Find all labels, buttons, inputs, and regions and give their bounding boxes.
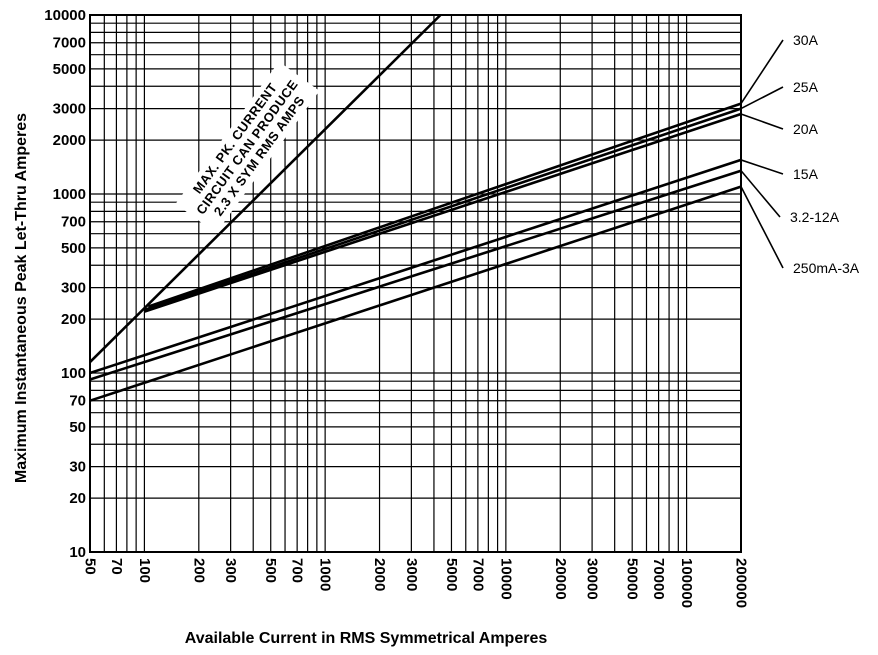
y-tick-label: 30 xyxy=(69,459,86,476)
x-tick-label: 10000 xyxy=(497,558,514,600)
x-tick-label: 70 xyxy=(108,558,125,575)
grid-lines xyxy=(89,14,742,553)
y-tick-label: 3000 xyxy=(53,101,86,118)
x-tick-label: 1000 xyxy=(317,558,334,591)
legend-leader-line xyxy=(740,113,784,130)
x-tick-label: 100 xyxy=(136,558,153,583)
x-tick-label: 500 xyxy=(262,558,279,583)
x-tick-label: 5000 xyxy=(443,558,460,591)
series-line-250ma-3a xyxy=(89,185,742,402)
series-line-20a xyxy=(143,112,742,313)
y-tick-label: 5000 xyxy=(53,61,86,78)
x-tick-label: 3000 xyxy=(403,558,420,591)
x-tick-label: 200000 xyxy=(733,558,750,608)
x-tick-label: 300 xyxy=(222,558,239,583)
y-tick-label: 300 xyxy=(61,280,86,297)
y-axis-title: Maximum Instantaneous Peak Let-Thru Ampe… xyxy=(13,113,30,483)
x-tick-label: 50000 xyxy=(624,558,641,600)
series-line-30a xyxy=(147,102,742,308)
y-tick-labels: 10 20 30 50 70 100 200 300 500 700 1000 2000 3000 500… xyxy=(44,7,86,561)
y-tick-label: 50 xyxy=(69,419,86,436)
x-tick-label: 7000 xyxy=(469,558,486,591)
series-line-15a xyxy=(89,158,742,375)
series-lines xyxy=(89,14,742,402)
x-tick-label: 100000 xyxy=(678,558,695,608)
legend: 30A 25A 20A 15A 3.2-12A 250mA-3A xyxy=(740,32,860,276)
x-tick-label: 2000 xyxy=(371,558,388,591)
x-axis-title: Available Current in RMS Symmetrical Amp… xyxy=(185,630,548,647)
y-tick-label: 100 xyxy=(61,365,86,382)
annotation-background xyxy=(175,61,320,234)
y-tick-label: 500 xyxy=(61,240,86,257)
y-tick-label: 200 xyxy=(61,311,86,328)
x-tick-label: 700 xyxy=(289,558,306,583)
legend-leader-line xyxy=(740,86,784,110)
x-tick-label: 200 xyxy=(190,558,207,583)
y-tick-label: 10000 xyxy=(44,7,86,24)
legend-label: 3.2-12A xyxy=(790,209,840,225)
y-tick-label: 2000 xyxy=(53,132,86,149)
legend-label: 15A xyxy=(793,166,819,182)
series-line-max-peak-current xyxy=(89,14,442,364)
y-tick-label: 20 xyxy=(69,490,86,507)
legend-label: 25A xyxy=(793,79,819,95)
y-tick-label: 1000 xyxy=(53,186,86,203)
legend-leader-line xyxy=(740,186,784,269)
legend-leader-line xyxy=(740,170,781,218)
legend-leader-line xyxy=(740,159,784,175)
x-tick-label: 20000 xyxy=(552,558,569,600)
y-tick-label: 70 xyxy=(69,393,86,410)
plot-frame xyxy=(89,14,742,553)
series-line-25a xyxy=(143,107,742,312)
y-tick-label: 10 xyxy=(69,544,86,561)
x-tick-label: 50 xyxy=(82,558,99,575)
x-tick-labels: 50 70 100 200 300 500 700 1000 2000 3000 5000 7000 1… xyxy=(82,558,750,608)
x-tick-label: 30000 xyxy=(584,558,601,600)
x-tick-label: 70000 xyxy=(650,558,667,600)
legend-leader-line xyxy=(740,39,784,105)
series-line-3-2-12a xyxy=(89,169,742,381)
legend-label: 250mA-3A xyxy=(793,260,860,276)
legend-label: 20A xyxy=(793,121,819,137)
y-tick-label: 700 xyxy=(61,214,86,231)
legend-label: 30A xyxy=(793,32,819,48)
y-tick-label: 7000 xyxy=(53,35,86,52)
